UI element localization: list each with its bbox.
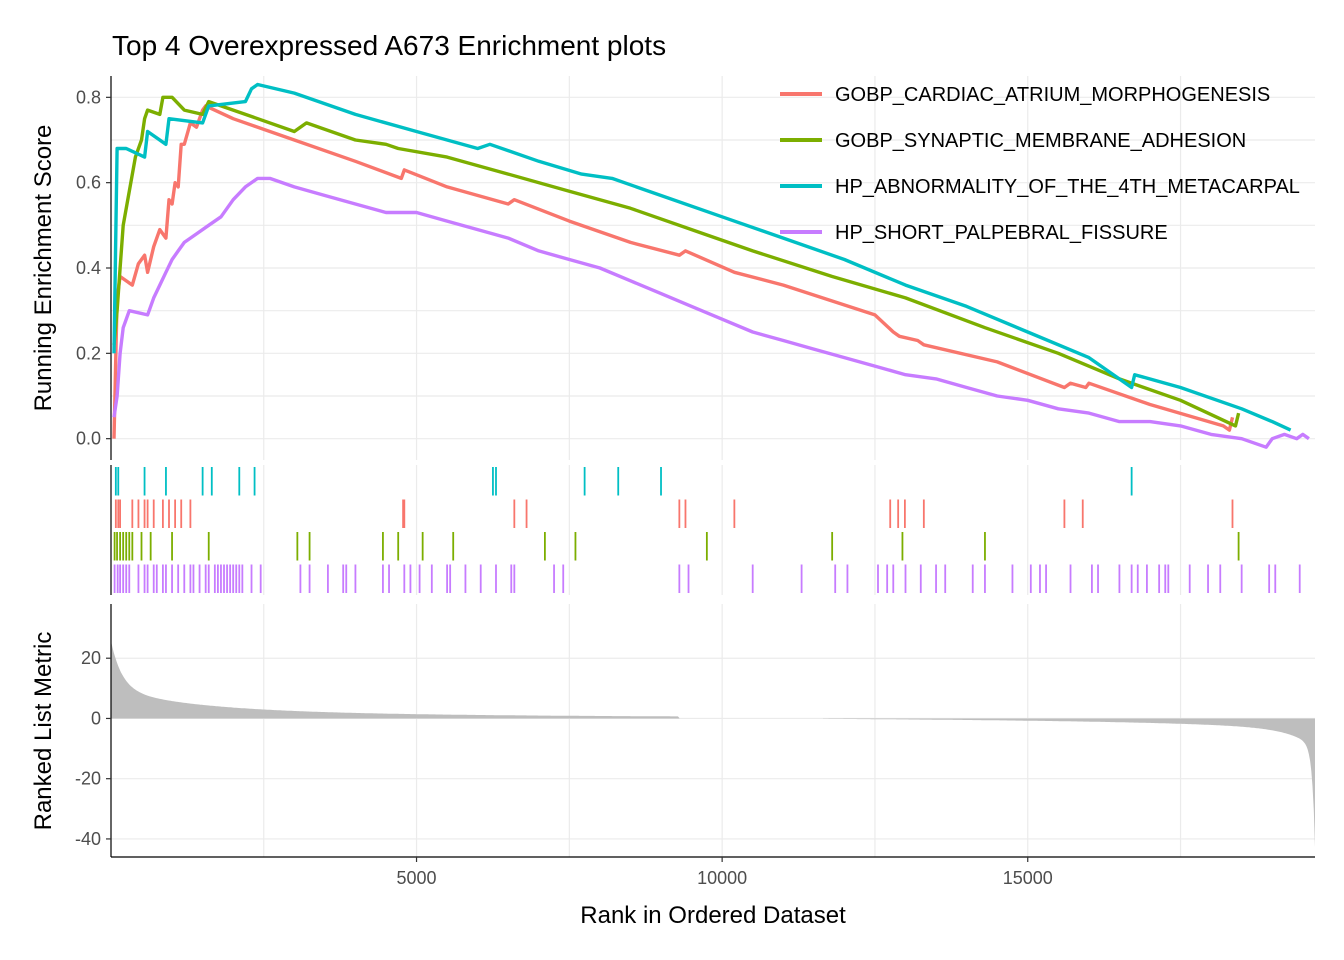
bottom-y-axis-title: Ranked List Metric bbox=[30, 632, 57, 831]
y-tick-label: 0.8 bbox=[76, 87, 101, 107]
y-tick-label: 0.4 bbox=[76, 258, 101, 278]
legend-label-hp-abnormality-of-the-4th-metacarpal: HP_ABNORMALITY_OF_THE_4TH_METACARPAL bbox=[835, 176, 1300, 198]
x-tick-label: 10000 bbox=[697, 868, 747, 888]
top-panel-series bbox=[112, 82, 1310, 449]
x-axis-title: Rank in Ordered Dataset bbox=[580, 902, 846, 929]
metric-area-positive bbox=[111, 641, 680, 719]
y-tick-label: -40 bbox=[75, 829, 101, 849]
y-tick-label: 0.2 bbox=[76, 343, 101, 363]
top-panel-grid bbox=[111, 76, 1315, 460]
series-line-hp-abnormality-of-the-4th-metacarpal bbox=[112, 82, 1292, 432]
top-panel-y-ticks: 0.0 0.2 0.4 0.6 0.8 bbox=[76, 87, 111, 449]
y-tick-label: 20 bbox=[81, 648, 101, 668]
series-line-gobp-cardiac-atrium-morphogenesis bbox=[112, 104, 1235, 439]
top-y-axis-title: Running Enrichment Score bbox=[30, 125, 57, 412]
series-line-gobp-synaptic-membrane-adhesion bbox=[112, 95, 1241, 428]
series-line-hp-short-palpebral-fissure bbox=[112, 176, 1310, 449]
chart-title: Top 4 Overexpressed A673 Enrichment plot… bbox=[112, 30, 666, 61]
x-axis-ticks: 5000 10000 15000 bbox=[397, 857, 1053, 888]
y-tick-label: 0 bbox=[91, 708, 101, 728]
legend-label-gobp-synaptic-membrane-adhesion: GOBP_SYNAPTIC_MEMBRANE_ADHESION bbox=[835, 130, 1246, 152]
legend: GOBP_CARDIAC_ATRIUM_MORPHOGENESIS GOBP_SY… bbox=[780, 84, 1300, 244]
y-tick-label: 0.0 bbox=[76, 429, 101, 449]
ranked-metric-area bbox=[111, 641, 1315, 848]
hits-panel-grid bbox=[263, 465, 1182, 595]
bottom-panel-grid bbox=[111, 604, 1315, 857]
y-tick-label: -20 bbox=[75, 769, 101, 789]
x-tick-label: 5000 bbox=[397, 868, 437, 888]
legend-label-hp-short-palpebral-fissure: HP_SHORT_PALPEBRAL_FISSURE bbox=[835, 222, 1168, 244]
bottom-panel-y-ticks: 20 0 -20 -40 bbox=[75, 648, 111, 849]
legend-label-gobp-cardiac-atrium-morphogenesis: GOBP_CARDIAC_ATRIUM_MORPHOGENESIS bbox=[835, 84, 1270, 106]
hits-panel-marks bbox=[113, 467, 1301, 593]
x-tick-label: 15000 bbox=[1003, 868, 1053, 888]
y-tick-label: 0.6 bbox=[76, 173, 101, 193]
